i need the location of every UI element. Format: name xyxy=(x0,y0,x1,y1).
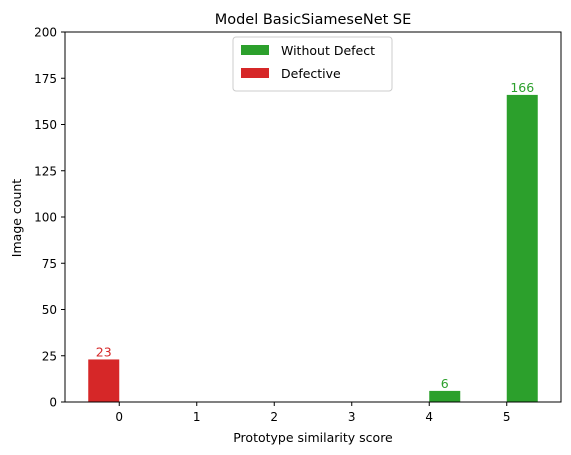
y-axis-label: Image count xyxy=(9,179,24,257)
bar xyxy=(506,94,538,403)
y-tick-label: 150 xyxy=(34,118,57,132)
legend-box xyxy=(232,36,393,92)
x-tick-label: 1 xyxy=(193,410,201,424)
y-tick-label: 50 xyxy=(42,303,57,317)
y-tick-label: 200 xyxy=(34,26,57,40)
bar xyxy=(88,359,120,402)
x-tick-label: 4 xyxy=(425,410,433,424)
bar-labels-group: 6 166 23 xyxy=(96,80,534,391)
x-tick-label: 5 xyxy=(503,410,511,424)
y-tick-label: 0 xyxy=(49,396,57,410)
x-tick-label: 2 xyxy=(270,410,278,424)
bar-data-label: 166 xyxy=(510,80,534,95)
bars-group xyxy=(88,94,538,403)
y-tick-label: 100 xyxy=(34,211,57,225)
x-tick-label: 0 xyxy=(115,410,123,424)
legend-label: Without Defect xyxy=(281,43,375,58)
chart-title: Model BasicSiameseNet SE xyxy=(215,12,412,28)
bar-data-label: 23 xyxy=(96,344,112,359)
legend-swatch xyxy=(241,68,269,78)
x-tick-label: 3 xyxy=(348,410,356,424)
bar xyxy=(429,390,461,402)
bar-data-label: 6 xyxy=(441,376,449,391)
legend: Without Defect Defective xyxy=(232,36,393,92)
legend-label: Defective xyxy=(281,66,341,81)
y-tick-label: 25 xyxy=(42,349,57,363)
y-tick-label: 125 xyxy=(34,164,57,178)
y-tick-label: 75 xyxy=(42,257,57,271)
y-tick-label: 175 xyxy=(34,72,57,86)
legend-swatch xyxy=(241,45,269,55)
x-axis-label: Prototype similarity score xyxy=(233,430,393,445)
